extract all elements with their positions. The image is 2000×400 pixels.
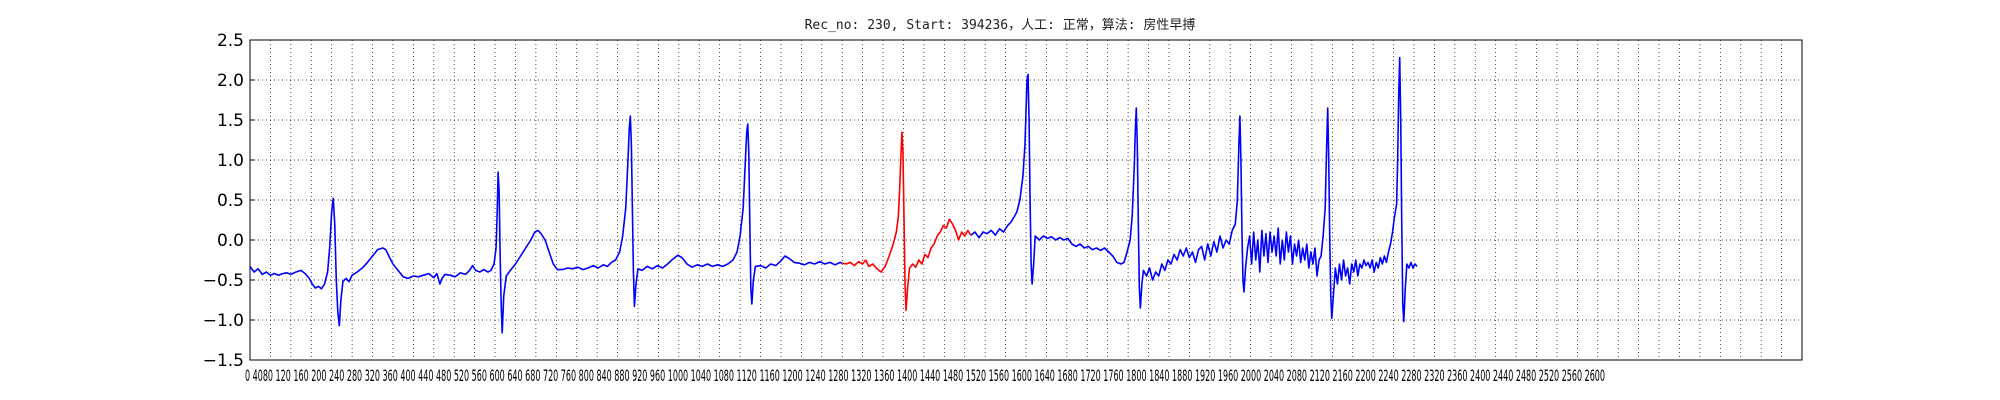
ecg-trace-segment-2 bbox=[970, 56, 1418, 323]
chart-title: Rec_no: 230, Start: 394236，人工: 正常，算法: 房性… bbox=[805, 17, 1196, 33]
y-tick-label: 1.0 bbox=[217, 151, 244, 171]
y-tick-label: −1.5 bbox=[203, 351, 244, 371]
y-tick-label: 1.5 bbox=[217, 111, 244, 131]
y-tick-label: 2.0 bbox=[217, 71, 244, 91]
y-tick-label: 0.5 bbox=[217, 191, 244, 211]
ecg-trace-highlight bbox=[842, 131, 972, 312]
y-tick-label: −1.0 bbox=[203, 311, 244, 331]
ecg-series bbox=[249, 56, 1418, 334]
y-tick-label: 0.0 bbox=[217, 231, 244, 251]
ecg-trace-segment-0 bbox=[249, 115, 843, 334]
grid-lines bbox=[250, 40, 1802, 360]
y-tick-label: −0.5 bbox=[203, 271, 244, 291]
y-tick-label: 2.5 bbox=[217, 31, 244, 51]
x-tick-labels: 0 4080 120 160 200 240 280 320 360 400 4… bbox=[245, 366, 1605, 385]
y-axis: 2.5 2.0 1.5 1.0 0.5 0.0 −0.5 −1.0 −1.5 bbox=[203, 31, 255, 371]
